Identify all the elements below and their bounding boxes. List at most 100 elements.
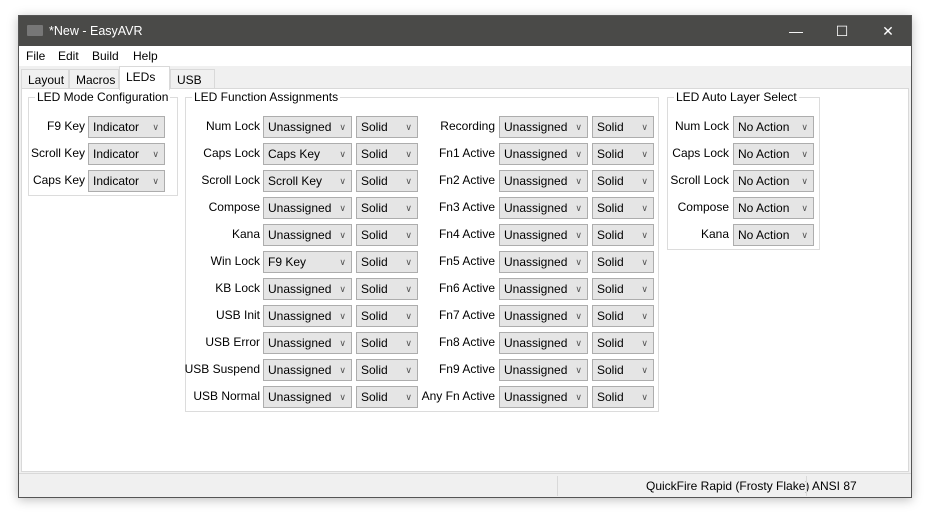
usb-normal-dropdown[interactable]: Unassigned ∨ xyxy=(263,386,352,408)
usb-suspend-dropdown[interactable]: Unassigned ∨ xyxy=(263,359,352,381)
usb-error-label: USB Error xyxy=(185,332,260,354)
fn8-active-dropdown[interactable]: Unassigned ∨ xyxy=(499,332,588,354)
dropdown-value: Scroll Key xyxy=(268,174,323,188)
scroll-lock-mode-dropdown[interactable]: Solid ∨ xyxy=(356,170,418,192)
fn6-active-dropdown[interactable]: Unassigned ∨ xyxy=(499,278,588,300)
usb-suspend-label: USB Suspend xyxy=(185,359,260,381)
fn9-active-dropdown[interactable]: Unassigned ∨ xyxy=(499,359,588,381)
fn8-active-mode-dropdown[interactable]: Solid ∨ xyxy=(592,332,654,354)
label-text: Fn7 Active xyxy=(438,308,495,322)
win-lock-mode-dropdown[interactable]: Solid ∨ xyxy=(356,251,418,273)
minimize-button[interactable]: — xyxy=(789,23,803,39)
menu-file[interactable]: File xyxy=(26,49,46,63)
fn7-active-mode-dropdown[interactable]: Solid ∨ xyxy=(592,305,654,327)
dropdown-value: Solid xyxy=(597,282,624,296)
f9-key-dropdown[interactable]: Indicator ∨ xyxy=(88,116,165,138)
fn4-active-dropdown[interactable]: Unassigned ∨ xyxy=(499,224,588,246)
chevron-down-icon: ∨ xyxy=(801,230,808,240)
dropdown-value: F9 Key xyxy=(268,255,307,269)
chevron-down-icon: ∨ xyxy=(405,311,412,321)
usb-init-mode-dropdown[interactable]: Solid ∨ xyxy=(356,305,418,327)
kana-mode-dropdown[interactable]: Solid ∨ xyxy=(356,224,418,246)
fn6-active-mode-dropdown[interactable]: Solid ∨ xyxy=(592,278,654,300)
tab-usb[interactable]: USB xyxy=(170,69,215,89)
dropdown-value: Solid xyxy=(597,336,624,350)
kb-lock-mode-dropdown[interactable]: Solid ∨ xyxy=(356,278,418,300)
dropdown-value: Solid xyxy=(361,228,388,242)
num-lock-dropdown[interactable]: Unassigned ∨ xyxy=(263,116,352,138)
win-lock-dropdown[interactable]: F9 Key ∨ xyxy=(263,251,352,273)
usb-error-mode-dropdown[interactable]: Solid ∨ xyxy=(356,332,418,354)
chevron-down-icon: ∨ xyxy=(575,176,582,186)
recording-mode-dropdown[interactable]: Solid ∨ xyxy=(592,116,654,138)
dropdown-value: Unassigned xyxy=(504,336,568,350)
scroll-lock-dropdown[interactable]: Scroll Key ∨ xyxy=(263,170,352,192)
caps-lock-mode-dropdown[interactable]: Solid ∨ xyxy=(356,143,418,165)
dropdown-value: Unassigned xyxy=(504,309,568,323)
led-auto-layer-select-group: LED Auto Layer Select xyxy=(667,90,820,250)
fn9-active-mode-dropdown[interactable]: Solid ∨ xyxy=(592,359,654,381)
chevron-down-icon: ∨ xyxy=(152,176,159,186)
num-lock-mode-dropdown[interactable]: Solid ∨ xyxy=(356,116,418,138)
chevron-down-icon: ∨ xyxy=(339,257,346,267)
fn7-active-dropdown[interactable]: Unassigned ∨ xyxy=(499,305,588,327)
fn2-active-mode-dropdown[interactable]: Solid ∨ xyxy=(592,170,654,192)
menu-build[interactable]: Build xyxy=(92,49,119,63)
fn4-active-mode-dropdown[interactable]: Solid ∨ xyxy=(592,224,654,246)
caps-lock-dropdown[interactable]: Caps Key ∨ xyxy=(263,143,352,165)
usb-normal-mode-dropdown[interactable]: Solid ∨ xyxy=(356,386,418,408)
chevron-down-icon: ∨ xyxy=(405,203,412,213)
usb-error-dropdown[interactable]: Unassigned ∨ xyxy=(263,332,352,354)
scroll-key-dropdown[interactable]: Indicator ∨ xyxy=(88,143,165,165)
title-bar: *New - EasyAVR — ☐ ✕ xyxy=(19,16,911,46)
auto-layer-num-lock-dropdown[interactable]: No Action ∨ xyxy=(733,116,814,138)
fn1-active-dropdown[interactable]: Unassigned ∨ xyxy=(499,143,588,165)
any-fn-active-dropdown[interactable]: Unassigned ∨ xyxy=(499,386,588,408)
fn1-active-mode-dropdown[interactable]: Solid ∨ xyxy=(592,143,654,165)
label-text: USB Normal xyxy=(193,389,260,403)
menu-help[interactable]: Help xyxy=(133,49,158,63)
fn5-active-mode-dropdown[interactable]: Solid ∨ xyxy=(592,251,654,273)
menu-edit[interactable]: Edit xyxy=(58,49,79,63)
compose-dropdown[interactable]: Unassigned ∨ xyxy=(263,197,352,219)
maximize-button[interactable]: ☐ xyxy=(835,23,849,39)
chevron-down-icon: ∨ xyxy=(339,176,346,186)
tab-leds[interactable]: LEDs xyxy=(119,66,170,90)
chevron-down-icon: ∨ xyxy=(575,392,582,402)
label-text: USB Init xyxy=(215,308,260,322)
usb-init-dropdown[interactable]: Unassigned ∨ xyxy=(263,305,352,327)
kana-dropdown[interactable]: Unassigned ∨ xyxy=(263,224,352,246)
kb-lock-dropdown[interactable]: Unassigned ∨ xyxy=(263,278,352,300)
chevron-down-icon: ∨ xyxy=(339,365,346,375)
kb-lock-label: KB Lock xyxy=(185,278,260,300)
recording-dropdown[interactable]: Unassigned ∨ xyxy=(499,116,588,138)
dropdown-value: Solid xyxy=(597,363,624,377)
any-fn-active-mode-dropdown[interactable]: Solid ∨ xyxy=(592,386,654,408)
dropdown-value: Unassigned xyxy=(504,120,568,134)
caps-key-dropdown[interactable]: Indicator ∨ xyxy=(88,170,165,192)
tab-macros[interactable]: Macros xyxy=(69,69,119,89)
auto-layer-scroll-lock-dropdown[interactable]: No Action ∨ xyxy=(733,170,814,192)
label-text: Caps Lock xyxy=(672,146,729,160)
auto-layer-caps-lock-dropdown[interactable]: No Action ∨ xyxy=(733,143,814,165)
led-function-assignments-group: LED Function Assignments xyxy=(185,90,659,412)
dropdown-value: Unassigned xyxy=(504,363,568,377)
auto-layer-compose-dropdown[interactable]: No Action ∨ xyxy=(733,197,814,219)
compose-mode-dropdown[interactable]: Solid ∨ xyxy=(356,197,418,219)
fn3-active-mode-dropdown[interactable]: Solid ∨ xyxy=(592,197,654,219)
auto-layer-kana-dropdown[interactable]: No Action ∨ xyxy=(733,224,814,246)
usb-suspend-mode-dropdown[interactable]: Solid ∨ xyxy=(356,359,418,381)
fn2-active-dropdown[interactable]: Unassigned ∨ xyxy=(499,170,588,192)
close-button[interactable]: ✕ xyxy=(882,23,894,39)
chevron-down-icon: ∨ xyxy=(339,230,346,240)
chevron-down-icon: ∨ xyxy=(801,122,808,132)
chevron-down-icon: ∨ xyxy=(339,122,346,132)
tab-layout[interactable]: Layout xyxy=(21,69,69,89)
fn5-active-dropdown[interactable]: Unassigned ∨ xyxy=(499,251,588,273)
label-text: F9 Key xyxy=(46,119,85,133)
dropdown-value: Solid xyxy=(597,120,624,134)
label-text: KB Lock xyxy=(215,281,260,295)
fn3-active-dropdown[interactable]: Unassigned ∨ xyxy=(499,197,588,219)
label-text: Num Lock xyxy=(674,119,729,133)
label-text: USB Error xyxy=(205,335,260,349)
